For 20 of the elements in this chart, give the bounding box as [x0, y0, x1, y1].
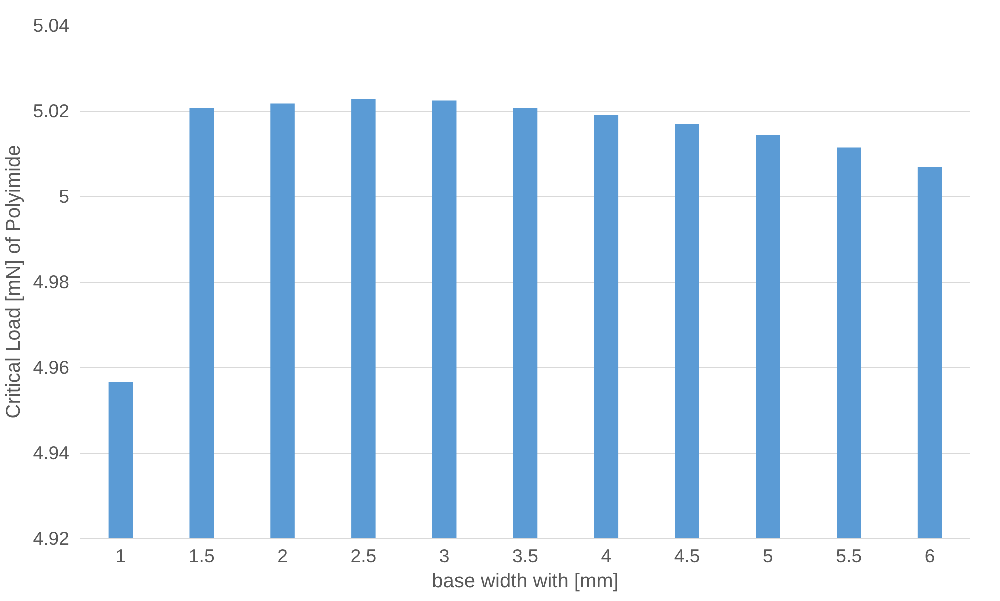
x-tick-label: 2	[278, 546, 288, 566]
x-tick-label: 4	[601, 546, 612, 566]
y-tick-label: 4.94	[33, 442, 70, 464]
x-tick-label: 5.5	[836, 546, 862, 566]
x-tick-label: 1	[116, 546, 126, 566]
x-tick-label: 3	[439, 546, 450, 566]
x-axis-title: base width with [mm]	[432, 570, 619, 592]
x-tick-label: 5	[763, 546, 774, 566]
y-axis-title: Critical Load [mN] of Polyimide	[3, 145, 26, 419]
y-tick-label: 4.92	[33, 528, 70, 549]
x-tick-label: 1.5	[188, 546, 215, 566]
x-tick-label: 3.5	[512, 546, 538, 566]
y-tick-label: 4.98	[33, 272, 70, 292]
x-tick-label: 2.5	[350, 546, 377, 566]
y-tick-label: 5	[59, 186, 70, 207]
x-tick-label: 4.5	[674, 546, 700, 566]
y-tick-label: 4.96	[33, 357, 70, 378]
y-tick-label: 5.04	[33, 15, 70, 36]
x-tick-label: 6	[924, 546, 936, 566]
y-tick-label: 5.02	[33, 100, 70, 122]
